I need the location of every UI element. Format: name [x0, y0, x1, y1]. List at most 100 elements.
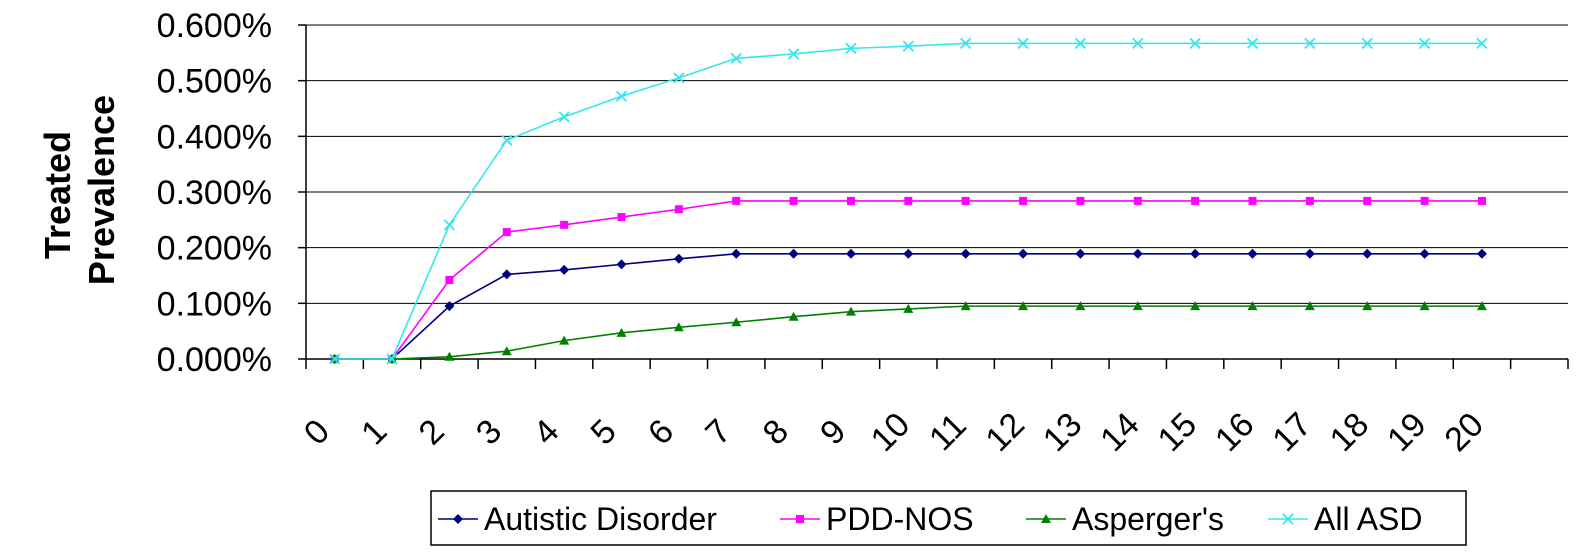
data-point	[903, 303, 914, 313]
x-tick-label: 3	[469, 412, 509, 452]
marker-stroke	[845, 42, 857, 55]
y-axis-label-line-2: Prevalence	[81, 95, 122, 285]
series-pdd-nos	[330, 196, 1486, 363]
data-point	[1132, 301, 1143, 311]
x-tick-label: 7	[698, 412, 738, 452]
x-tick-label: 15	[1151, 405, 1205, 459]
data-point	[1477, 196, 1486, 205]
data-point	[1041, 514, 1051, 523]
x-tick-label: 14	[1093, 405, 1147, 459]
data-point	[1133, 196, 1142, 205]
marker-stroke	[558, 111, 570, 123]
data-point	[444, 301, 455, 312]
data-point	[673, 253, 684, 264]
data-point	[1190, 248, 1201, 259]
x-tick-label: 12	[978, 405, 1032, 459]
data-point	[1017, 37, 1029, 50]
x-tick-label: 13	[1036, 405, 1090, 459]
data-point	[501, 346, 512, 356]
data-point	[1132, 248, 1143, 259]
data-point	[1018, 301, 1029, 311]
legend-box	[430, 490, 1467, 546]
data-point	[1247, 301, 1258, 311]
x-tick-label: 1	[354, 412, 394, 452]
grid-lines	[306, 24, 1568, 304]
y-tick-label: 0.300%	[157, 174, 272, 212]
marker-stroke	[1418, 37, 1431, 50]
data-point	[960, 301, 971, 311]
data-point	[673, 72, 685, 84]
data-point	[904, 196, 913, 205]
x-tick-label: 16	[1208, 405, 1262, 459]
legend-label: PDD-NOS	[826, 501, 974, 537]
data-point	[1304, 248, 1315, 259]
x-tick-label: 18	[1323, 405, 1377, 459]
data-point	[1420, 196, 1429, 205]
legend: Autistic Disorder PDD-NOS Asperger's All AS…	[430, 490, 1467, 546]
data-point	[616, 259, 627, 270]
data-point	[386, 353, 398, 365]
data-point	[1190, 301, 1201, 311]
x-tick-label: 2	[412, 412, 452, 452]
marker-stroke	[386, 353, 398, 365]
data-point	[731, 248, 742, 259]
data-point	[558, 111, 570, 123]
data-point	[788, 248, 799, 259]
data-point	[1189, 37, 1201, 50]
data-point	[1476, 37, 1488, 50]
data-point	[616, 327, 627, 337]
data-point	[903, 248, 914, 259]
data-point	[845, 42, 857, 55]
data-point	[1074, 37, 1087, 50]
marker-stroke	[787, 48, 800, 60]
data-point	[1132, 37, 1144, 50]
x-tick-label: 0	[297, 412, 337, 452]
data-point	[961, 196, 970, 205]
marker-stroke	[902, 40, 914, 52]
data-point	[559, 335, 570, 345]
y-tick-label: 0.500%	[157, 63, 272, 101]
marker-stroke	[960, 37, 972, 50]
data-point	[501, 269, 512, 280]
data-point	[453, 514, 463, 524]
legend-label: Asperger's	[1072, 501, 1224, 537]
marker-stroke	[673, 72, 685, 84]
data-point	[1419, 248, 1430, 259]
x-tick-label: 4	[526, 412, 566, 452]
marker-stroke	[1074, 37, 1087, 50]
data-point	[674, 205, 683, 214]
data-point	[789, 196, 798, 205]
series-lines	[329, 37, 1488, 365]
data-point	[1361, 37, 1373, 50]
marker-stroke	[1476, 37, 1488, 50]
y-tick-labels: 0.000% 0.100% 0.200% 0.300% 0.400% 0.500% 0.60…	[157, 7, 272, 379]
marker-stroke	[443, 219, 456, 231]
marker-stroke	[730, 52, 742, 65]
series-all-asd	[329, 37, 1488, 365]
marker-stroke	[615, 90, 628, 102]
data-point	[796, 515, 804, 523]
data-point	[1282, 513, 1294, 525]
data-point	[1418, 37, 1431, 50]
data-point	[673, 322, 684, 332]
marker-stroke	[1017, 37, 1029, 50]
marker-stroke	[329, 353, 341, 365]
legend-item: Autistic Disorder	[438, 501, 717, 537]
data-point	[443, 219, 456, 231]
data-point	[444, 351, 455, 361]
data-point	[1019, 196, 1028, 205]
data-point	[732, 196, 741, 205]
legend-label: Autistic Disorder	[484, 501, 717, 537]
y-tick-label: 0.200%	[157, 230, 272, 268]
data-point	[1362, 301, 1373, 311]
legend-label: All ASD	[1314, 501, 1422, 537]
data-point	[1304, 301, 1315, 311]
data-point	[1305, 196, 1314, 205]
legend-item: All ASD	[1268, 501, 1422, 537]
x-tick-label: 8	[756, 412, 796, 452]
data-point	[1191, 196, 1200, 205]
y-tick-label: 0.600%	[157, 7, 272, 45]
marker-stroke	[1132, 37, 1144, 50]
series-asperger-s	[329, 301, 1487, 363]
